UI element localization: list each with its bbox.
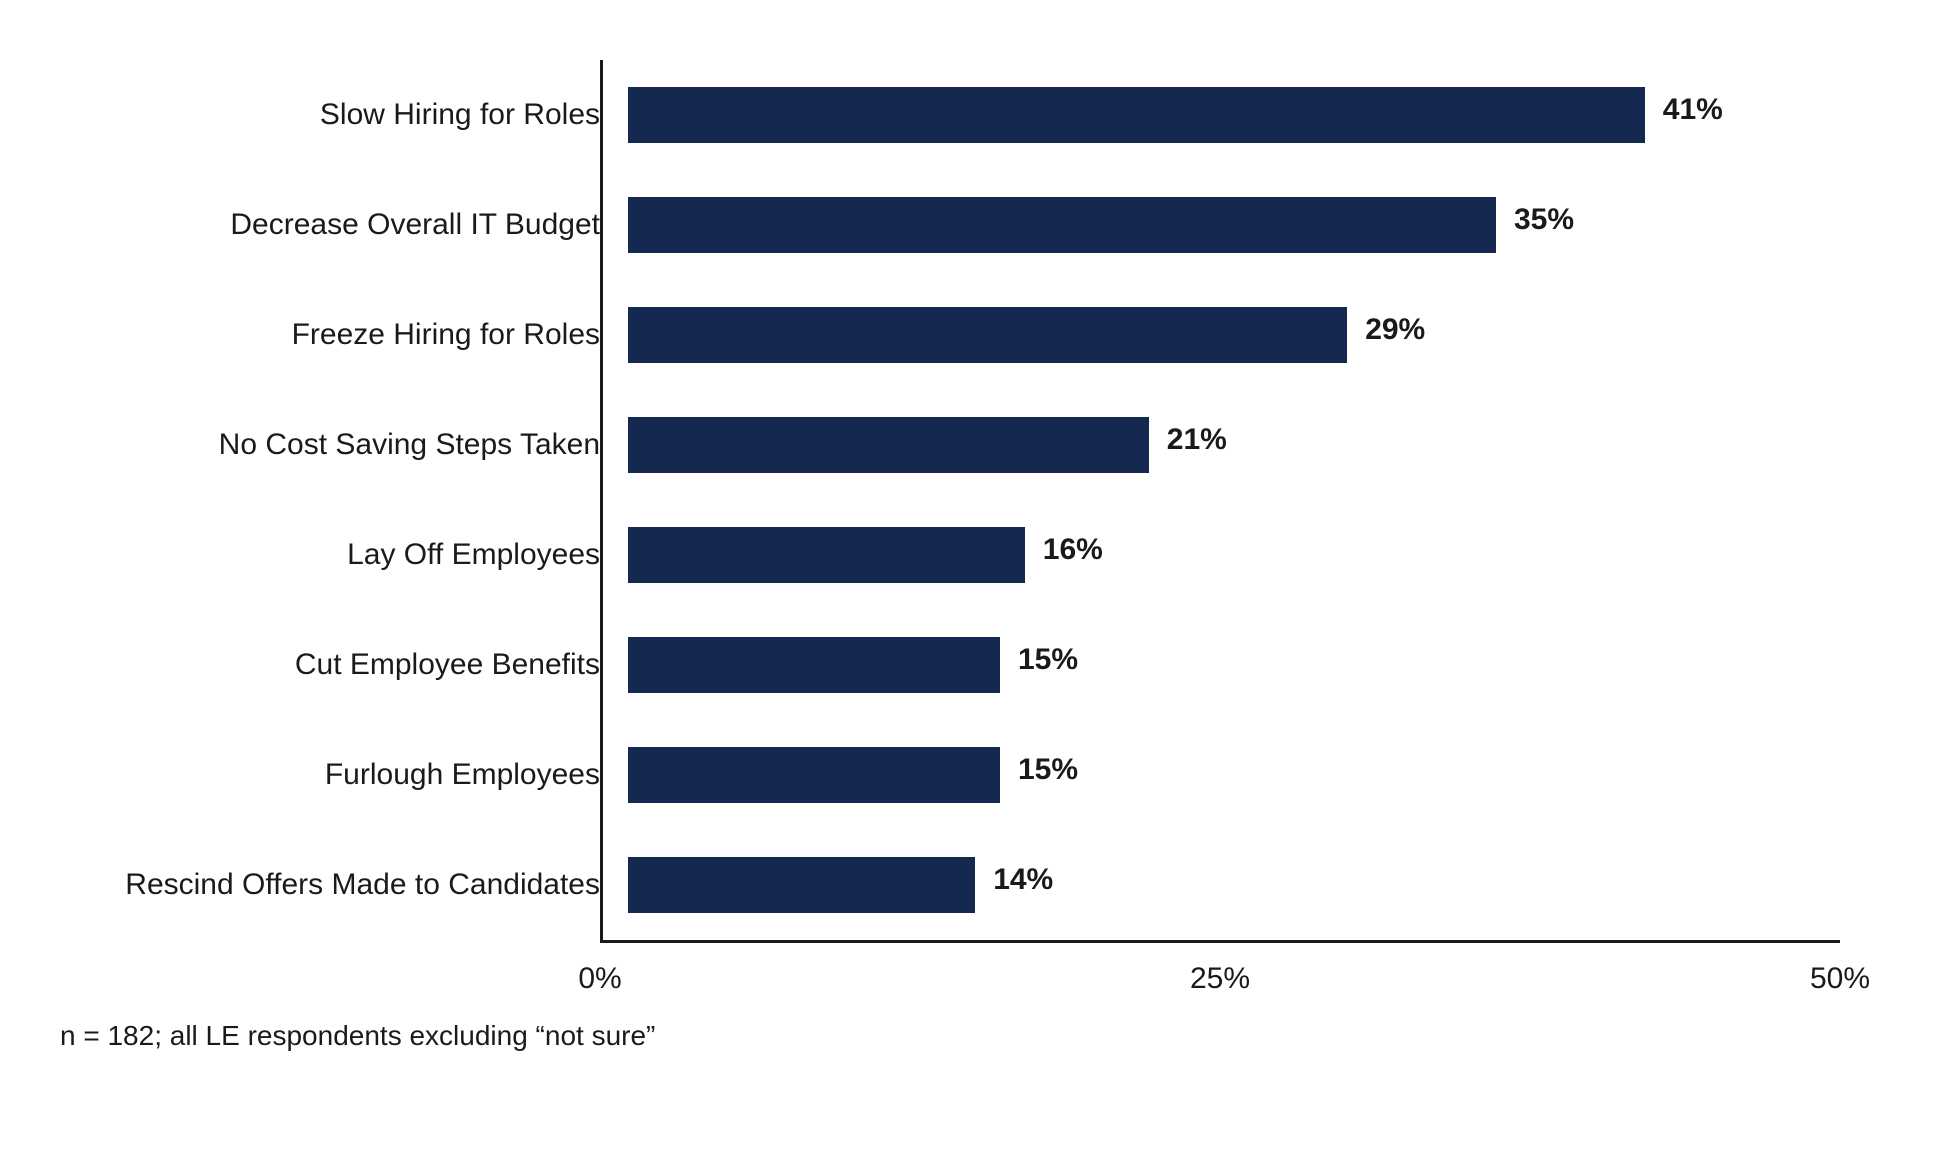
value-label: 15% <box>1018 643 1078 676</box>
value-label: 16% <box>1043 533 1103 566</box>
value-label: 29% <box>1365 313 1425 346</box>
bar-track: 15% <box>628 637 1868 693</box>
x-tick-label: 0% <box>578 962 621 996</box>
category-label: Lay Off Employees <box>60 537 628 573</box>
category-label: Cut Employee Benefits <box>60 647 628 683</box>
bar-track: 16% <box>628 527 1868 583</box>
category-label: No Cost Saving Steps Taken <box>60 427 628 463</box>
bar <box>628 417 1149 473</box>
x-axis-line <box>600 940 1840 943</box>
category-label: Freeze Hiring for Roles <box>60 317 628 353</box>
value-label: 21% <box>1167 423 1227 456</box>
bar-track: 29% <box>628 307 1868 363</box>
bar-track: 14% <box>628 857 1868 913</box>
bar <box>628 857 975 913</box>
chart-row: No Cost Saving Steps Taken 21% <box>60 417 1870 473</box>
bar <box>628 87 1645 143</box>
bar <box>628 747 1000 803</box>
chart-container: 0% 25% 50% Slow Hiring for Roles 41% Decreas… <box>0 0 1950 1150</box>
bar-track: 35% <box>628 197 1868 253</box>
bar-track: 15% <box>628 747 1868 803</box>
chart-row: Cut Employee Benefits 15% <box>60 637 1870 693</box>
chart-footnote: n = 182; all LE respondents excluding “n… <box>60 1020 655 1052</box>
bar-track: 21% <box>628 417 1868 473</box>
category-label: Slow Hiring for Roles <box>60 97 628 133</box>
chart-row: Furlough Employees 15% <box>60 747 1870 803</box>
bar <box>628 637 1000 693</box>
bar <box>628 527 1025 583</box>
bar-track: 41% <box>628 87 1868 143</box>
category-label: Rescind Offers Made to Candidates <box>60 867 628 903</box>
chart-row: Slow Hiring for Roles 41% <box>60 87 1870 143</box>
bar <box>628 197 1496 253</box>
x-tick-label: 50% <box>1810 962 1870 996</box>
y-axis-line <box>600 60 603 940</box>
chart-row: Freeze Hiring for Roles 29% <box>60 307 1870 363</box>
chart-row: Lay Off Employees 16% <box>60 527 1870 583</box>
value-label: 41% <box>1663 93 1723 126</box>
bar <box>628 307 1347 363</box>
category-label: Furlough Employees <box>60 757 628 793</box>
value-label: 15% <box>1018 753 1078 786</box>
chart-row: Rescind Offers Made to Candidates 14% <box>60 857 1870 913</box>
value-label: 35% <box>1514 203 1574 236</box>
category-label: Decrease Overall IT Budget <box>60 207 628 243</box>
value-label: 14% <box>993 863 1053 896</box>
chart-row: Decrease Overall IT Budget 35% <box>60 197 1870 253</box>
x-tick-label: 25% <box>1190 962 1250 996</box>
chart-plot-area: 0% 25% 50% Slow Hiring for Roles 41% Decreas… <box>60 60 1870 1000</box>
